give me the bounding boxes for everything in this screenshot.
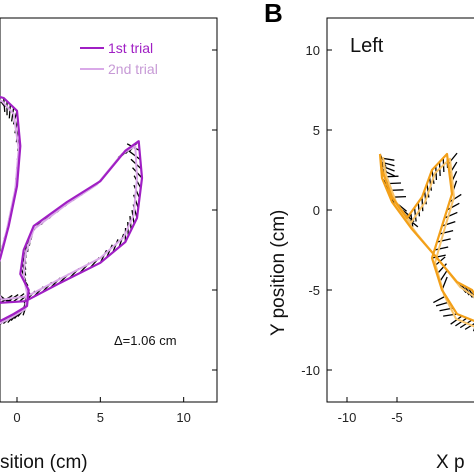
legend-trial2-label: 2nd trial bbox=[108, 61, 158, 77]
hatch-line bbox=[441, 221, 456, 227]
panel-a-hatch-lines bbox=[0, 97, 143, 326]
hatch-line bbox=[8, 104, 11, 119]
panel-b-side-label: Left bbox=[350, 35, 384, 57]
y-tick-label: 10 bbox=[306, 43, 320, 58]
delta-annotation: Δ=1.06 cm bbox=[114, 333, 177, 348]
y-tick-label: -5 bbox=[308, 283, 320, 298]
hatch-line bbox=[431, 254, 446, 259]
panel-b-y-axis-label: Y position (cm) bbox=[268, 210, 289, 336]
panel-a: 0 5 10 1st trial 2nd trial Δ=1.06 cm sitio… bbox=[0, 17, 218, 473]
hatch-line bbox=[413, 207, 417, 222]
legend: 1st trial 2nd trial bbox=[80, 40, 158, 77]
y-tick-label: 5 bbox=[313, 123, 320, 138]
y-tick-label: -10 bbox=[301, 363, 320, 378]
panel-a-series-lines bbox=[0, 95, 144, 325]
x-tick-label: 10 bbox=[176, 410, 190, 425]
hatch-line bbox=[439, 229, 454, 235]
x-tick-label: 0 bbox=[13, 410, 20, 425]
legend-trial1-label: 1st trial bbox=[108, 40, 153, 56]
panel-a-x-axis-label: sition (cm) bbox=[0, 452, 88, 473]
panel-b-ticks: -10 -5 10 5 0 -5 -10 bbox=[301, 43, 403, 425]
hatch-line bbox=[433, 295, 447, 304]
hatch-line bbox=[444, 211, 458, 219]
y-tick-label: 0 bbox=[313, 203, 320, 218]
hatch-line bbox=[10, 107, 15, 122]
panel-a-ticks: 0 5 10 bbox=[13, 49, 217, 425]
series-line-trial1 bbox=[0, 95, 144, 323]
panel-b: B -10 -5 10 5 0 -5 -10 Left Y position (cm) X … bbox=[264, 0, 474, 473]
x-tick-label: -10 bbox=[338, 410, 357, 425]
panel-b-x-axis-label: X p bbox=[436, 452, 465, 473]
panel-b-series-lines bbox=[378, 152, 474, 328]
series-line-trial1 bbox=[378, 152, 474, 322]
panel-b-letter: B bbox=[264, 0, 283, 28]
x-tick-label: 5 bbox=[97, 410, 104, 425]
hatch-line bbox=[128, 150, 141, 161]
hatch-line bbox=[434, 246, 449, 251]
panel-b-hatch-lines bbox=[379, 152, 474, 332]
hatch-line bbox=[450, 315, 463, 325]
hatch-line bbox=[436, 238, 451, 243]
hatch-line bbox=[449, 193, 462, 203]
x-tick-label: -5 bbox=[391, 410, 403, 425]
hatch-line bbox=[446, 202, 460, 211]
